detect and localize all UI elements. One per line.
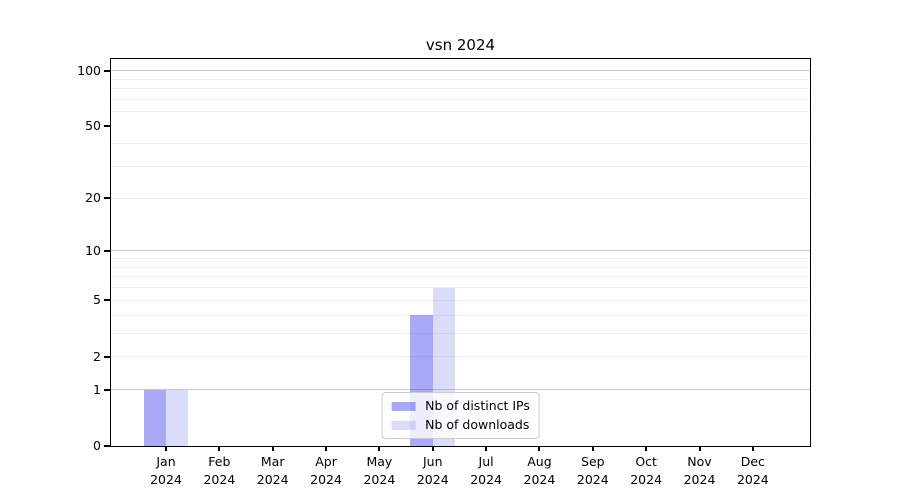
legend-label: Nb of downloads: [425, 417, 530, 432]
y-tick-mark: [104, 299, 110, 302]
gridline-minor: [111, 332, 810, 334]
gridline-minor: [111, 78, 810, 80]
x-tick-label-year: 2024: [150, 471, 182, 487]
x-tick-label-month: Dec: [740, 454, 765, 469]
y-tick-mark: [104, 355, 110, 358]
x-tick-label: Aug 2024: [515, 453, 563, 488]
gridline-major: [111, 70, 810, 72]
x-tick-mark: [325, 446, 328, 451]
x-tick-mark: [378, 446, 381, 451]
gridline-minor: [111, 258, 810, 260]
y-tick-label: 2: [93, 348, 101, 364]
chart-title: vsn 2024: [425, 36, 496, 54]
x-tick-label: Oct 2024: [622, 453, 670, 488]
x-tick-label: Mar 2024: [249, 453, 297, 488]
x-tick-label-year: 2024: [470, 471, 502, 487]
bar-downloads: [166, 389, 189, 446]
x-tick-label-year: 2024: [523, 471, 556, 487]
x-tick-mark: [165, 446, 167, 451]
legend-row: Nb of downloads: [391, 418, 530, 432]
x-tick-mark: [271, 446, 274, 451]
y-tick-label: 1: [93, 381, 101, 397]
y-tick-mark: [104, 388, 110, 391]
x-tick-label-year: 2024: [683, 471, 716, 487]
x-tick-label-month: Sep: [581, 454, 605, 469]
x-tick-mark: [218, 446, 221, 451]
x-tick-label-year: 2024: [363, 471, 396, 487]
y-tick-mark: [104, 249, 110, 252]
gridline-minor: [111, 356, 810, 358]
x-tick-label: Apr 2024: [302, 453, 350, 488]
y-tick-mark: [104, 197, 110, 200]
x-tick-label-year: 2024: [576, 471, 609, 487]
y-tick-label: 10: [85, 242, 101, 258]
x-tick-label: Jul 2024: [462, 453, 510, 488]
gridline-minor: [111, 98, 810, 100]
gridline-minor: [111, 111, 810, 113]
x-tick-label-month: Nov: [687, 454, 712, 469]
x-tick-label-month: Jan: [156, 454, 176, 469]
legend-label: Nb of distinct IPs: [425, 398, 530, 413]
y-tick-mark: [104, 445, 110, 447]
y-tick-label: 50: [85, 118, 101, 134]
x-tick-label: May 2024: [355, 453, 403, 488]
plot-area: 0 1 2 5 10 20 50 100 Jan 2024 Feb 2024 Mar 2024 Apr 202…: [77, 58, 811, 487]
x-tick-mark: [645, 446, 648, 451]
x-tick-label: Dec 2024: [729, 453, 777, 488]
x-tick-label: Feb 2024: [195, 453, 243, 488]
legend-row: Nb of distinct IPs: [391, 399, 530, 413]
x-tick-label-year: 2024: [203, 471, 236, 487]
y-tick-label: 0: [93, 438, 101, 453]
gridline-minor: [111, 314, 810, 316]
x-tick-mark: [591, 446, 594, 451]
x-tick-label: Nov 2024: [676, 453, 724, 488]
x-tick-label-month: Jul: [478, 454, 494, 469]
x-tick-label-year: 2024: [310, 471, 342, 487]
gridline-major: [111, 250, 810, 252]
gridline-minor: [111, 276, 810, 278]
y-tick-mark: [104, 125, 110, 128]
y-tick-label: 100: [77, 62, 101, 78]
legend-swatch: [391, 420, 416, 430]
y-tick-label: 20: [85, 190, 101, 206]
x-tick-label-month: Oct: [635, 454, 657, 469]
x-tick-label-month: May: [366, 454, 393, 469]
x-tick-mark: [698, 446, 701, 451]
legend-swatch: [391, 401, 416, 411]
x-tick-label-month: Mar: [260, 454, 285, 469]
gridline-minor: [111, 88, 810, 90]
x-tick-label-year: 2024: [256, 471, 289, 487]
x-tick-mark: [431, 446, 434, 451]
y-tick-label: 5: [93, 292, 101, 308]
x-tick-label-year: 2024: [416, 471, 449, 487]
y-tick-mark: [104, 69, 110, 72]
x-tick-label-month: Feb: [208, 454, 231, 469]
x-tick-mark: [485, 446, 488, 451]
x-tick-mark: [751, 446, 754, 451]
gridline-minor: [111, 266, 810, 268]
bar-distinct-ips: [143, 389, 166, 446]
x-tick-label: Jun 2024: [409, 453, 457, 488]
x-tick-mark: [538, 446, 541, 451]
x-tick-label-month: Apr: [315, 454, 337, 469]
gridline-minor: [111, 299, 810, 301]
x-tick-label-month: Jun: [422, 454, 443, 469]
x-tick-label-month: Aug: [527, 454, 552, 469]
x-tick-label-year: 2024: [630, 471, 663, 487]
x-tick-label: Sep 2024: [569, 453, 617, 488]
x-tick-label-year: 2024: [736, 471, 769, 487]
legend: Nb of distinct IPs Nb of downloads: [381, 392, 540, 439]
gridline-minor: [111, 166, 810, 168]
gridline-minor: [111, 287, 810, 289]
gridline-major: [111, 389, 810, 391]
gridline-minor: [111, 143, 810, 145]
gridline-minor: [111, 197, 810, 199]
x-tick-label: Jan 2024: [142, 453, 190, 488]
